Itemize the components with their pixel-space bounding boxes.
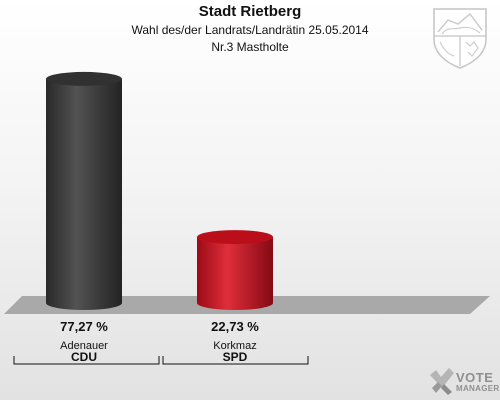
- bar-adenauer: [46, 71, 122, 310]
- chart-title: Stadt Rietberg: [198, 3, 302, 20]
- value-label: 77,27 %: [60, 319, 108, 334]
- logo-word-vote: VOTE: [456, 370, 494, 385]
- vote-manager-logo-icon: [430, 368, 454, 395]
- candidate-label: Adenauer: [60, 340, 108, 352]
- party-label: SPD: [223, 350, 248, 364]
- candidate-label: Korkmaz: [213, 340, 256, 352]
- party-label: CDU: [71, 350, 97, 364]
- value-label: 22,73 %: [211, 319, 259, 334]
- bar-korkmaz: [197, 230, 273, 310]
- district-label: Nr.3 Mastholte: [211, 40, 289, 54]
- chart-subtitle: Wahl des/der Landrats/Landrätin 25.05.20…: [131, 23, 369, 37]
- coat-of-arms-icon: [433, 8, 487, 69]
- logo-word-manager: MANAGER: [456, 384, 500, 393]
- axis-brackets: [13, 356, 309, 365]
